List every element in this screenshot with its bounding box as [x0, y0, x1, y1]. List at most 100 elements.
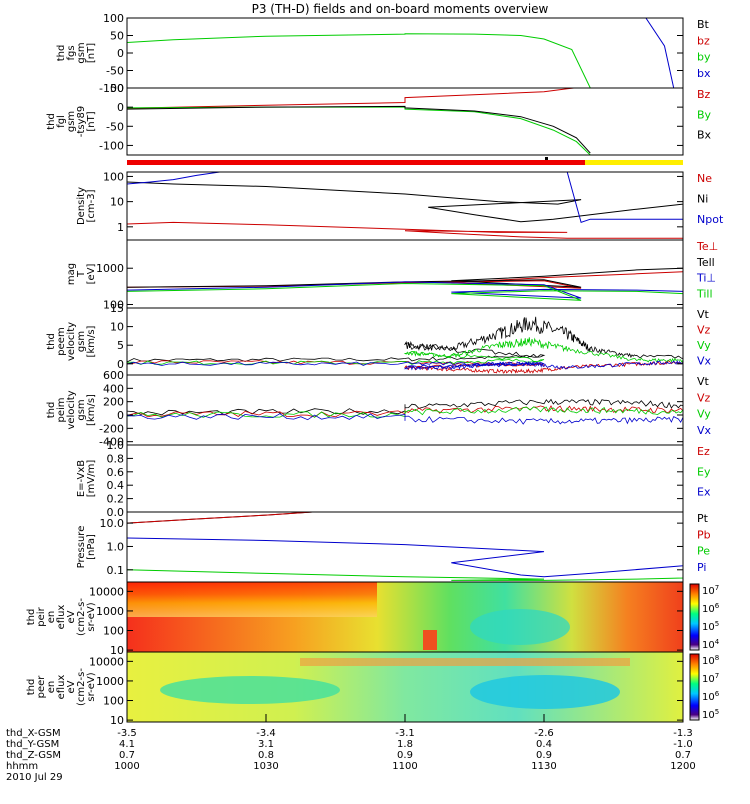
- legend-velocity_e: Vx: [697, 355, 712, 368]
- ephem-value: -3.4: [256, 728, 276, 739]
- series-line-velocity_i-3: [127, 413, 683, 429]
- ephem-value: 0.4: [536, 739, 552, 750]
- series-line-fgl-5: [682, 104, 683, 106]
- time-axis: thd_X-GSM -3.5 -3.4 -3.1 -2.6 -1.3 thd_Y-GSM 4.…: [6, 714, 696, 783]
- panel-fgs: 100 50 0 -50 -100 thdfgsgsm[nT] Bt bz by bx: [56, 12, 711, 95]
- colorbar-tick: 104: [702, 638, 720, 651]
- series-line-mom_t-3: [127, 282, 683, 301]
- colorbar-tick: 108: [702, 654, 719, 667]
- panel-velocity_i: 6004002000-200-400thdpeimvelocitygsm[km/…: [46, 369, 712, 449]
- legend-velocity_i: Vz: [697, 391, 711, 404]
- ephem-label: thd_Z-GSM: [6, 750, 61, 761]
- series-line-density-1: [127, 181, 683, 223]
- ylabel-line: thd: [46, 333, 57, 350]
- ytick-label: 100: [103, 170, 124, 183]
- ytick-label: 100: [103, 695, 124, 708]
- ytick-label: 0.2: [107, 493, 125, 506]
- legend-fgs: Bt: [697, 18, 710, 31]
- ylabel-line: sr-eV): [86, 672, 97, 701]
- series-group-fgs: [127, 18, 683, 88]
- series-line-pressure-3: [127, 537, 683, 578]
- legend-density: Npot: [697, 213, 724, 226]
- colorbar-exponent: 7: [715, 584, 719, 592]
- ylabel-fgl: thdfglgsm-tsy89[nT]: [46, 106, 97, 137]
- ylabel-line: velocity: [66, 322, 77, 361]
- colorbar-tick: 106: [702, 690, 720, 703]
- ylabel-line: gsm: [66, 111, 77, 132]
- ylabel-line: thd: [56, 45, 67, 62]
- ephem-value: -2.6: [534, 728, 554, 739]
- ylabel-line: gsm: [76, 331, 87, 352]
- ytick-label: 50: [110, 30, 124, 43]
- legend-fgl: By: [697, 108, 712, 121]
- series-line-velocity_i-2: [127, 406, 683, 418]
- legend-fgl: Bz: [697, 88, 711, 101]
- panel-frame-fgs: [126, 17, 684, 89]
- colorbar-exponent: 8: [715, 654, 719, 662]
- heatmap-peer-cool-1: [160, 676, 340, 704]
- ytick-label: 10: [110, 321, 124, 334]
- ylabel-line: (cm2-s-: [76, 598, 87, 636]
- ylabel-line: [mV/m]: [86, 460, 97, 498]
- series-group-fgl: [127, 88, 683, 155]
- ylabel-line: fgl: [56, 115, 67, 128]
- ylabel-fgs: thdfgsgsm[nT]: [56, 42, 97, 63]
- ytick-label: 50: [110, 82, 124, 95]
- legend-mom_t: Till: [696, 287, 713, 300]
- series-group-mom_t: [127, 267, 683, 301]
- legend-velocity_e: Vz: [697, 324, 711, 337]
- ytick-label: 10: [110, 196, 124, 209]
- ephem-label: hhmm: [6, 761, 38, 772]
- ylabel-line: mag: [66, 263, 77, 285]
- ytick-label: 10000: [89, 585, 124, 598]
- series-line-fgl-0: [127, 88, 579, 109]
- ytick-label: 1.0: [107, 439, 125, 452]
- series-line-fgl-3: [682, 95, 683, 96]
- ytick-label: 0: [117, 358, 124, 371]
- ylabel-density: Density[cm-3]: [76, 187, 97, 225]
- ylabel-line: sr-eV): [86, 602, 97, 631]
- ytick-label: 0: [117, 101, 124, 114]
- ytick-label: 1000: [96, 675, 124, 688]
- ylabel-line: Density: [76, 187, 87, 225]
- ylabel-line: thd: [26, 679, 37, 696]
- ylabel-line: eV: [66, 610, 77, 623]
- ylabel-line: eV: [66, 680, 77, 693]
- ephem-value: 0.8: [258, 750, 274, 761]
- series-line-fgs-2: [127, 33, 591, 88]
- ytick-label: 0.0: [107, 506, 125, 519]
- series-line-velocity_e-0: [127, 316, 683, 363]
- colorbar-exponent: 7: [715, 672, 719, 680]
- heatmap-peer-cool-2: [470, 675, 620, 709]
- legend-velocity_e: Vt: [697, 308, 710, 321]
- ylabel-mom_t: magT[eV]: [66, 263, 97, 285]
- ylabel-line: [km/s]: [86, 325, 97, 357]
- panel-frame-mom_t: [126, 239, 684, 309]
- ylabel-line: thd: [26, 609, 37, 626]
- legend-density: Ne: [697, 172, 712, 185]
- ylabel-line: peem: [56, 327, 67, 355]
- ylabel-velocity_i: thdpeimvelocitygsm[km/s]: [46, 390, 97, 429]
- series-line-fgl-2: [127, 105, 591, 154]
- ephem-value: 1130: [531, 761, 556, 772]
- ylabel-line: velocity: [66, 390, 77, 429]
- ylabel-line: peer: [36, 675, 47, 699]
- panel-peir: 10000 1000 100 10 thdpeirenefluxeV(cm2-s-sr-…: [26, 581, 720, 657]
- series-line-fgl-4: [682, 93, 683, 95]
- series-group-pressure: [127, 512, 683, 581]
- heatmap-peir-spot: [423, 630, 437, 650]
- panel-mom_t: 1000 100 magT[eV] Te⊥ Tell Ti⊥ Till: [66, 239, 718, 311]
- legend-velocity_i: Vy: [697, 408, 711, 421]
- legend-fgl: Bx: [697, 129, 712, 142]
- series-line-mom_t-2: [127, 281, 683, 299]
- ylabel-line: fgs: [66, 45, 77, 60]
- colorbar-peer: [689, 653, 700, 721]
- ephem-value: -1.3: [673, 728, 693, 739]
- ephem-value: -3.1: [395, 728, 415, 739]
- ylabel-line: en: [46, 681, 57, 694]
- mode-bar-red: [127, 160, 585, 165]
- ytick-label: -50: [106, 65, 124, 78]
- ytick-label: 15: [110, 302, 124, 315]
- legend-pressure: Pb: [697, 528, 711, 541]
